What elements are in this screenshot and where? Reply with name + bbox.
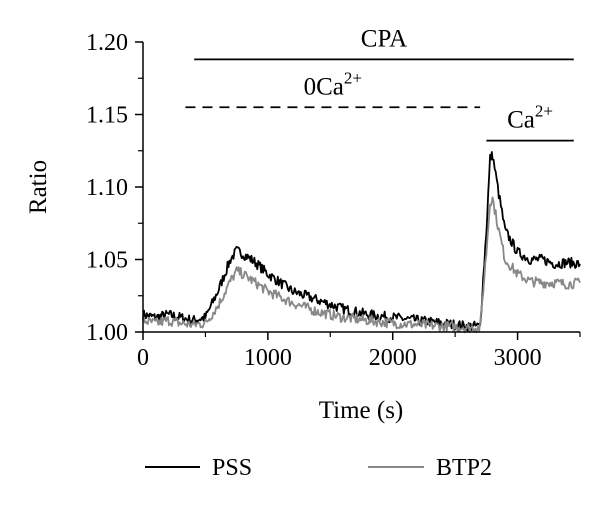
axis-ticks: 0 1000 2000 3000 1.00 1.05 1.10 1.15 1.20: [86, 30, 581, 371]
legend-label-btp2: BTP2: [436, 455, 492, 481]
annotation-label-superscript: 2+: [344, 68, 362, 87]
series-lines: [142, 151, 581, 334]
annotation-label-main: 0Ca: [304, 73, 344, 100]
annotation-label-superscript: 2+: [535, 102, 553, 121]
y-tick-label: 1.20: [86, 30, 128, 56]
legend-item-pss: PSS: [145, 455, 252, 481]
y-tick-label: 1.15: [86, 103, 128, 129]
y-tick-label: 1.05: [86, 248, 128, 274]
series-line-pss: [142, 151, 581, 333]
annotation-label-main: Ca: [507, 107, 535, 134]
x-tick-label: 2000: [369, 345, 417, 371]
annotation-label-cpa: CPA: [361, 25, 407, 52]
y-tick-label: 1.00: [86, 320, 128, 346]
annotation-label-zero-ca: 0Ca2+: [304, 68, 362, 100]
legend: PSS BTP2: [145, 455, 492, 481]
x-tick-label: 3000: [494, 345, 542, 371]
y-tick-label: 1.10: [86, 175, 128, 201]
x-tick-label: 1000: [244, 345, 292, 371]
y-axis-title: Ratio: [25, 160, 52, 214]
legend-item-btp2: BTP2: [368, 455, 492, 481]
x-tick-label: 0: [137, 345, 149, 371]
annotation-label-ca: Ca2+: [507, 102, 553, 134]
x-axis-title: Time (s): [319, 397, 404, 424]
legend-label-pss: PSS: [212, 455, 252, 481]
series-line-btp2: [142, 196, 581, 334]
